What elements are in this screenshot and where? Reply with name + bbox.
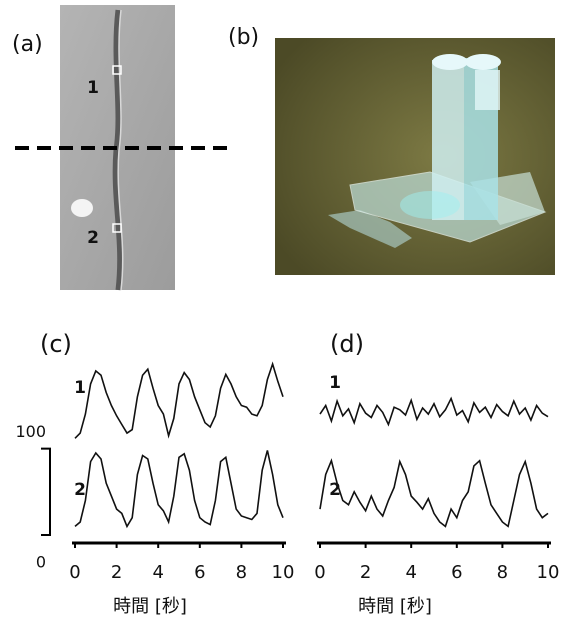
- glow: [400, 191, 460, 219]
- trace: [75, 450, 283, 526]
- page: 1 2 (a) (b) 1202468100100(c)時間 [秒]120246…: [0, 0, 569, 625]
- x-tick-label: 8: [236, 562, 247, 583]
- trace: [320, 399, 548, 425]
- trace-label: 2: [74, 480, 86, 500]
- tube-top: [465, 54, 501, 70]
- panel-label: (c): [40, 330, 72, 358]
- trace: [320, 461, 548, 527]
- photo-b: [275, 38, 555, 275]
- x-tick-label: 10: [272, 562, 295, 583]
- x-tick-label: 6: [194, 562, 205, 583]
- x-tick-label: 10: [537, 562, 560, 583]
- figure: 1 2 (a) (b) 1202468100100(c)時間 [秒]120246…: [0, 0, 569, 625]
- x-tick-label: 4: [152, 562, 163, 583]
- panel-label: (a): [12, 32, 43, 57]
- x-tick-label: 6: [451, 562, 462, 583]
- x-axis-label: 時間 [秒]: [358, 596, 432, 617]
- scale-label: 100: [15, 422, 46, 441]
- x-tick-label: 0: [69, 562, 80, 583]
- tube-cap: [475, 70, 500, 110]
- x-tick-label: 8: [497, 562, 508, 583]
- tube-top: [432, 54, 468, 70]
- panel-label: (b): [228, 25, 259, 50]
- x-axis-label: 時間 [秒]: [113, 596, 187, 617]
- x-tick-label: 0: [314, 562, 325, 583]
- point-label: 2: [87, 228, 99, 248]
- trace-label: 1: [74, 378, 86, 398]
- trace-label: 2: [329, 480, 341, 500]
- x-tick-label: 2: [111, 562, 122, 583]
- scale-label: 0: [36, 553, 46, 572]
- x-tick-label: 4: [405, 562, 416, 583]
- panel-label: (d): [330, 330, 364, 358]
- trace: [75, 364, 283, 438]
- x-tick-label: 2: [360, 562, 371, 583]
- point-label: 1: [87, 78, 99, 98]
- debris: [71, 199, 93, 217]
- trace-label: 1: [329, 373, 341, 393]
